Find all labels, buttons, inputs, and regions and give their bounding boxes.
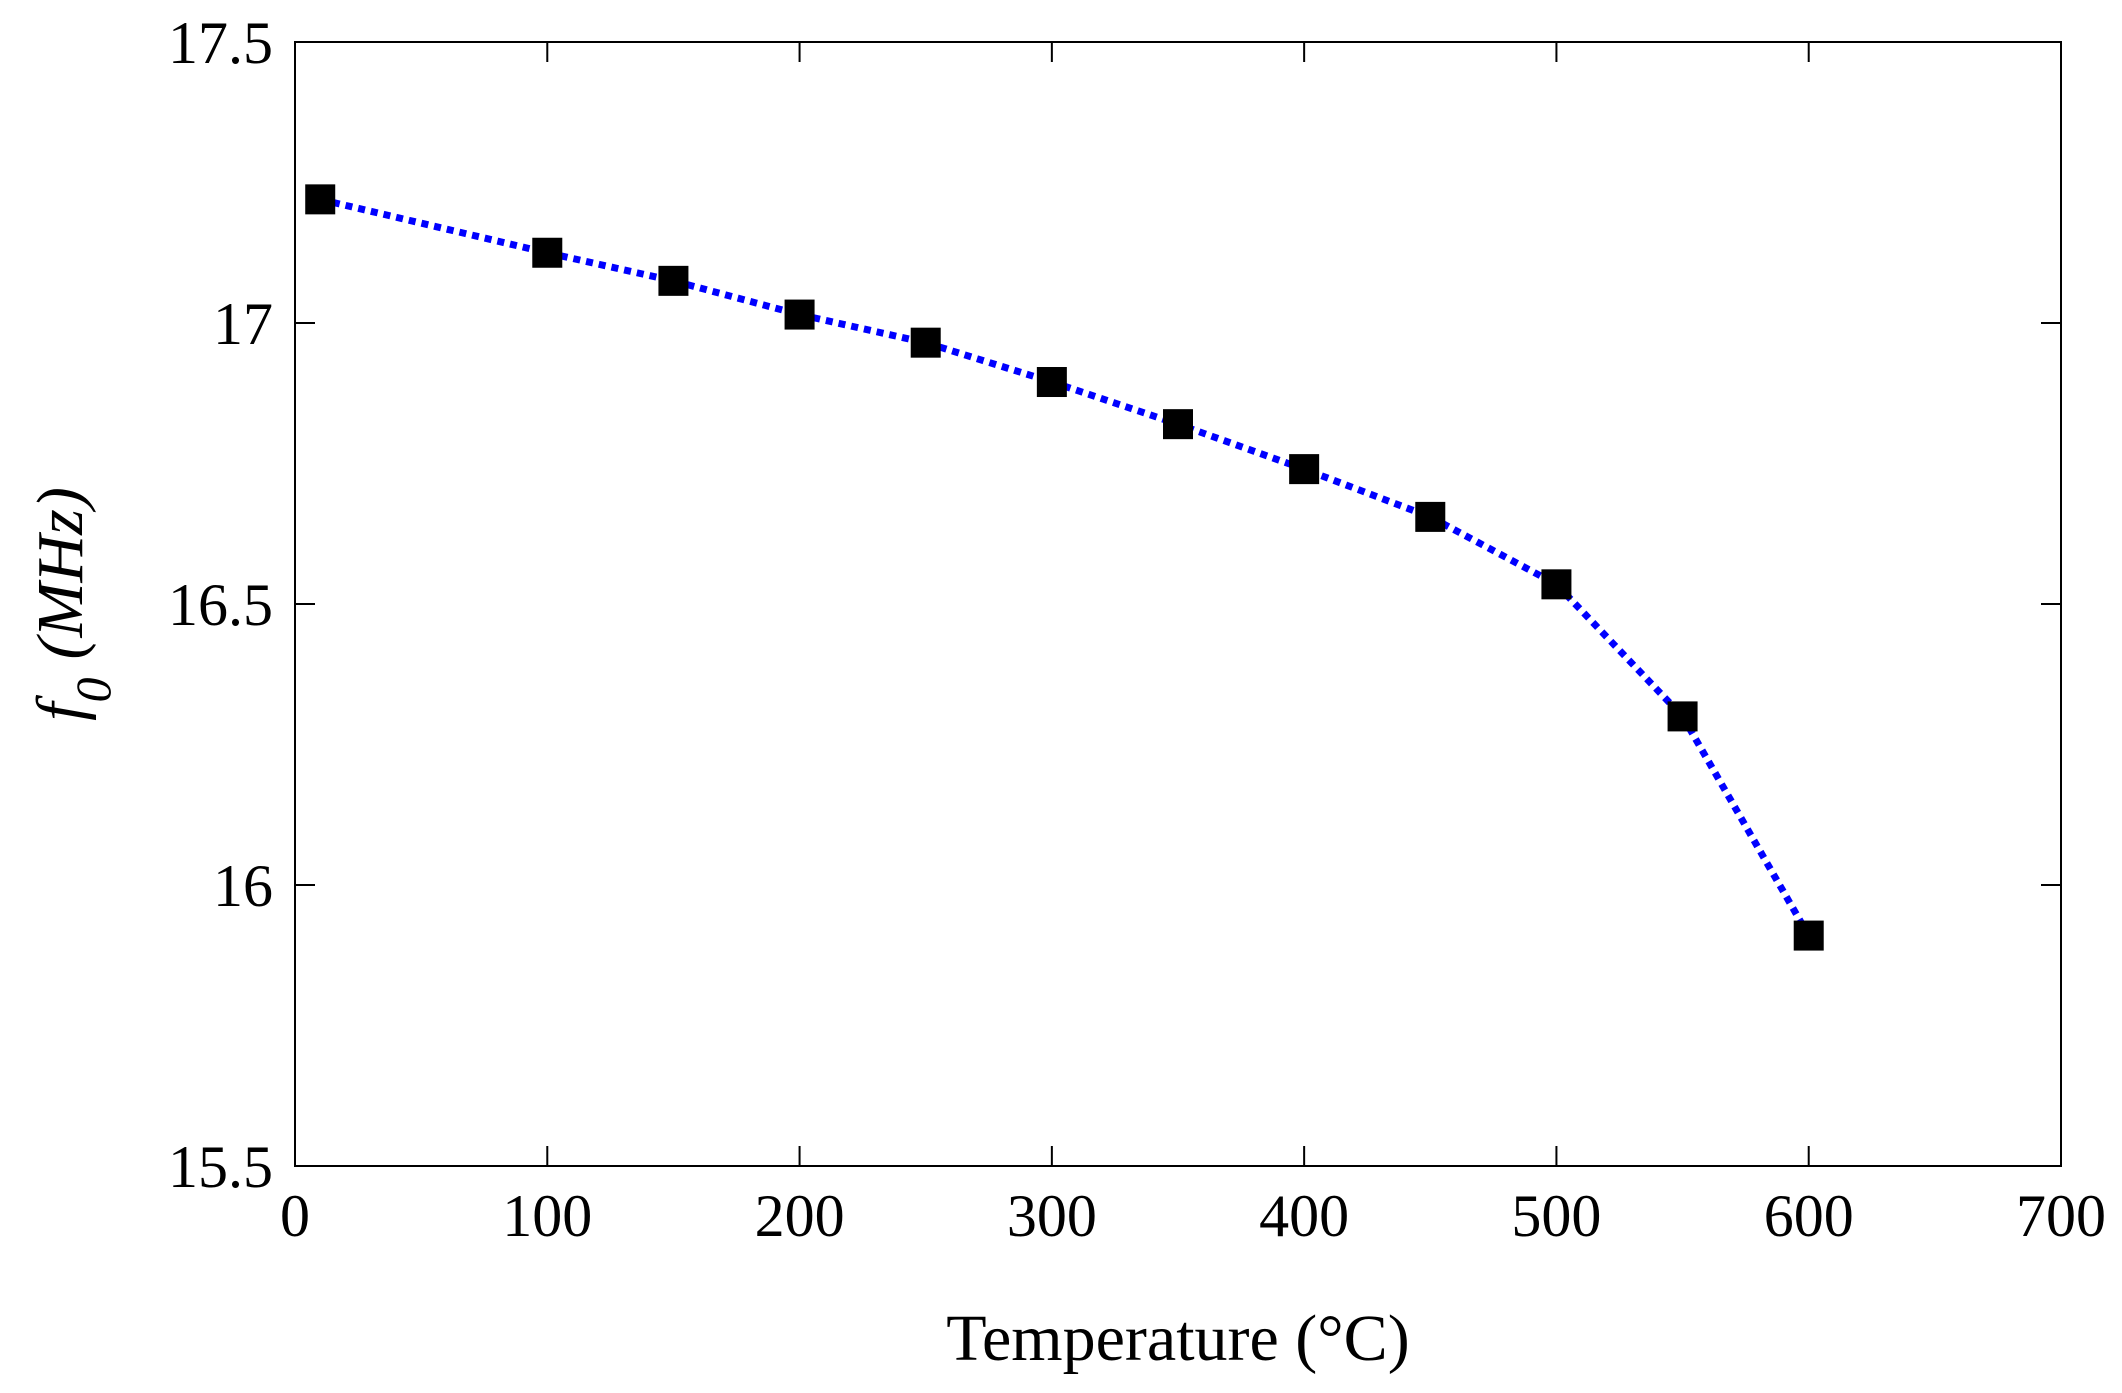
y-tick-label: 16.5 [168, 572, 273, 638]
series-line [319, 195, 1812, 938]
x-tick-label: 100 [502, 1183, 592, 1249]
x-tick-label: 200 [755, 1183, 845, 1249]
y-axis-title-unit: (MHz) [24, 487, 97, 659]
x-tick-label: 300 [1007, 1183, 1097, 1249]
data-point [1163, 409, 1193, 440]
data-point [784, 299, 815, 330]
series-layer [305, 184, 1824, 951]
data-point [305, 184, 336, 215]
y-tick-label: 17 [213, 291, 273, 357]
data-point [1036, 367, 1067, 398]
data-point [1793, 920, 1824, 951]
data-point [1289, 454, 1320, 485]
x-tick-label: 500 [1511, 1183, 1601, 1249]
y-tick-label: 15.5 [168, 1134, 273, 1200]
y-tick-label: 17.5 [168, 10, 273, 76]
data-point [532, 237, 563, 268]
data-point [1541, 569, 1572, 600]
data-point [910, 327, 941, 358]
data-point [658, 265, 689, 296]
x-tick-label: 0 [280, 1183, 310, 1249]
y-axis-title-subscript: 0 [65, 677, 121, 702]
x-axis-title: Temperature (°C) [946, 1302, 1409, 1375]
axes-layer: 0 100 200 300 400 500 600 700 15.5 16 16.5 17 17.5 [168, 10, 2106, 1249]
y-axis-title: f0(MHz) [24, 487, 121, 721]
x-tick-label: 600 [1764, 1183, 1854, 1249]
x-tick-label: 400 [1259, 1183, 1349, 1249]
x-tick-label: 700 [2016, 1183, 2106, 1249]
data-point [1415, 501, 1446, 532]
data-point [1667, 701, 1698, 732]
y-tick-label: 16 [213, 853, 273, 919]
